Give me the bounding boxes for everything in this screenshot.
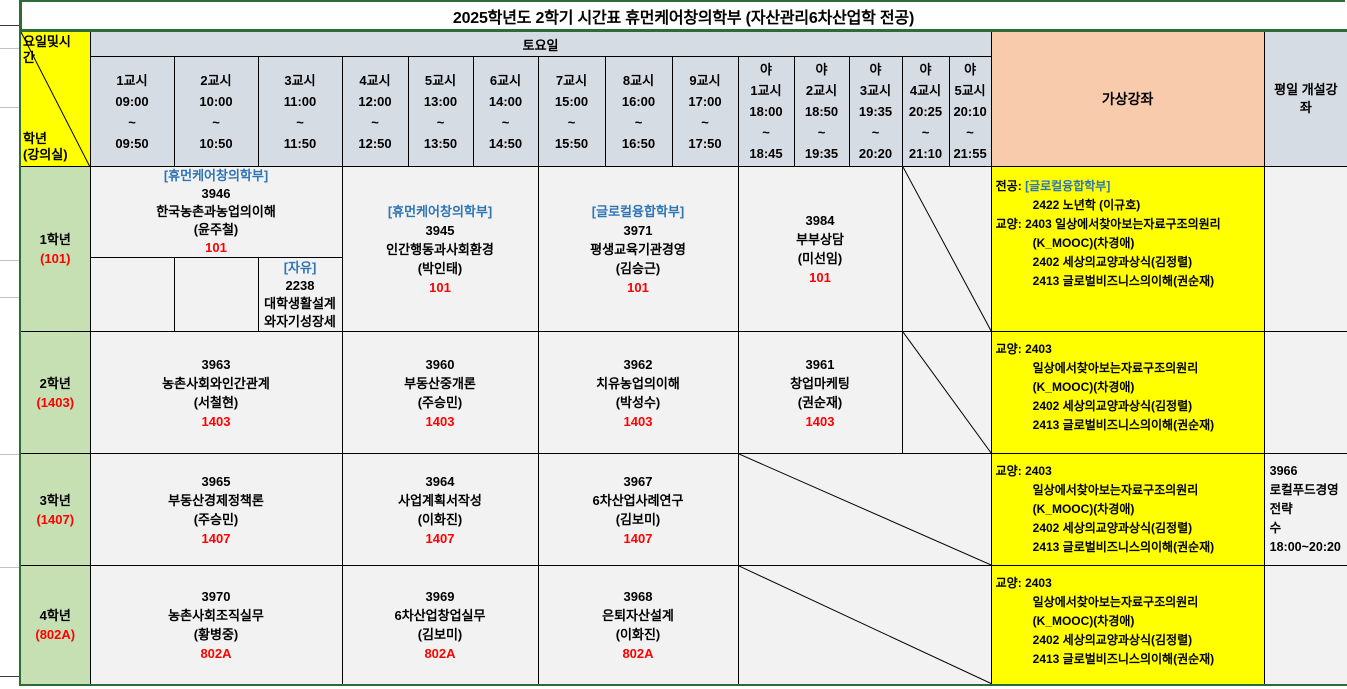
course-cell-3984[interactable]: 3984 부부상담 (미선임) 101 xyxy=(737,166,903,332)
course-cell-3971[interactable]: [글로컬융합학부] 3971 평생교육기관경영 (김승근) 101 xyxy=(537,166,739,332)
weekday-cell-row4-empty[interactable] xyxy=(1263,565,1347,685)
period-header-4[interactable]: 4교시 12:00 ~12:50 xyxy=(341,56,409,167)
empty-cell[interactable] xyxy=(89,257,175,332)
course-cell-3960[interactable]: 3960 부동산중개론 (주승민) 1403 xyxy=(341,331,539,454)
sheet: 2025학년도 2학기 시간표 휴먼케어창의학부 (자산관리6차산업학 전공) … xyxy=(19,0,1347,686)
margin-gridline xyxy=(0,107,19,108)
diagonal-empty-cell[interactable] xyxy=(901,166,992,332)
margin-gridline xyxy=(0,567,19,568)
virtual-lectures-cell-row2[interactable]: 교양: 2403 일상에서찾아보는자료구조의원리 (K_MOOC)(차경애) 2… xyxy=(990,331,1265,454)
night-period-header-1[interactable]: 야 1교시 18:00 ~18:45 xyxy=(737,56,795,167)
period-header-5[interactable]: 5교시 13:00 ~13:50 xyxy=(407,56,474,167)
course-cell-3964[interactable]: 3964 사업계획서작성 (이화진) 1407 xyxy=(341,453,539,566)
diagonal-empty-cell[interactable] xyxy=(737,565,992,685)
empty-cell[interactable] xyxy=(173,257,259,332)
course-cell-3965[interactable]: 3965 부동산경제정책론 (주승민) 1407 xyxy=(89,453,343,566)
timetable: 요일및시간 학년 (강의실) 토요일 가상강좌 평일 개설강좌 1교시 09:00 ~… xyxy=(19,29,1347,686)
period-header-9[interactable]: 9교시 17:00 ~17:50 xyxy=(671,56,739,167)
diagonal-line-icon xyxy=(739,566,991,684)
virtual-lectures-cell-row1[interactable]: 전공: [글로컬융합학부] 2422 노년학 (이규호) 교양: 2403 일상… xyxy=(990,166,1265,332)
virtual-lectures-cell-row4[interactable]: 교양: 2403 일상에서찾아보는자료구조의원리 (K_MOOC)(차경애) 2… xyxy=(990,565,1265,685)
night-period-header-3[interactable]: 야 3교시 19:35 ~20:20 xyxy=(848,56,903,167)
course-cell-3967[interactable]: 3967 6차산업사례연구 (김보미) 1407 xyxy=(537,453,739,566)
virtual-lectures-cell-row3[interactable]: 교양: 2403 일상에서찾아보는자료구조의원리 (K_MOOC)(차경애) 2… xyxy=(990,453,1265,566)
diagonal-empty-cell[interactable] xyxy=(737,453,992,566)
period-header-3[interactable]: 3교시 11:00 ~11:50 xyxy=(257,56,343,167)
grade-row-header-4[interactable]: 4학년 (802A) xyxy=(19,565,91,685)
night-period-header-4[interactable]: 야 4교시 20:25 ~21:10 xyxy=(901,56,950,167)
grade-row-header-2[interactable]: 2학년 (1403) xyxy=(19,331,91,454)
course-cell-3970[interactable]: 3970 농촌사회조직실무 (황병중) 802A xyxy=(89,565,343,685)
night-period-header-2[interactable]: 야 2교시 18:50 ~19:35 xyxy=(793,56,850,167)
virtual-lectures-header[interactable]: 가상강좌 xyxy=(990,30,1265,167)
period-header-6[interactable]: 6교시 14:00 ~14:50 xyxy=(472,56,539,167)
weekday-course-cell-3966[interactable]: 3966 로컬푸드경영전략 수 18:00~20:20 xyxy=(1263,453,1347,566)
course-cell-3962[interactable]: 3962 치유농업의이해 (박성수) 1403 xyxy=(537,331,739,454)
margin-gridline xyxy=(0,297,19,298)
course-cell-3945[interactable]: [휴먼케어창의학부] 3945 인간행동과사회환경 (박인태) 101 xyxy=(341,166,539,332)
diagonal-line-icon xyxy=(903,167,991,331)
course-cell-3969[interactable]: 3969 6차산업창업실무 (김보미) 802A xyxy=(341,565,539,685)
margin-gridline xyxy=(0,454,19,455)
weekday-cell-row1-empty[interactable] xyxy=(1263,166,1347,332)
corner-label-grade: 학년 (강의실) xyxy=(23,131,68,162)
sheet-title[interactable]: 2025학년도 2학기 시간표 휴먼케어창의학부 (자산관리6차산업학 전공) xyxy=(19,0,1345,29)
margin-gridline xyxy=(0,25,19,26)
course-cell-3946[interactable]: [휴먼케어창의학부] 3946 한국농촌과농업의이해 (윤주철) 101 xyxy=(89,166,343,258)
diagonal-line-icon xyxy=(739,454,991,565)
period-header-8[interactable]: 8교시 16:00 ~16:50 xyxy=(604,56,673,167)
margin-gridline xyxy=(0,48,19,49)
night-period-header-5[interactable]: 야 5교시 20:10 ~21:55 xyxy=(948,56,992,167)
diagonal-empty-cell[interactable] xyxy=(901,331,992,454)
period-header-7[interactable]: 7교시 15:00 ~15:50 xyxy=(537,56,606,167)
diagonal-line-icon xyxy=(903,332,991,453)
weekday-courses-header[interactable]: 평일 개설강좌 xyxy=(1263,30,1347,167)
course-cell-2238[interactable]: [자유] 2238 대학생활설계와자기성장세 xyxy=(257,257,343,332)
day-band-saturday[interactable]: 토요일 xyxy=(89,30,992,57)
margin-gridline xyxy=(0,260,19,261)
grade-row-header-1[interactable]: 1학년 (101) xyxy=(19,166,91,332)
course-cell-3961[interactable]: 3961 창업마케팅 (권순재) 1403 xyxy=(737,331,903,454)
period-header-2[interactable]: 2교시 10:00 ~10:50 xyxy=(173,56,259,167)
corner-cell[interactable]: 요일및시간 학년 (강의실) xyxy=(19,30,91,167)
grade-row-header-3[interactable]: 3학년 (1407) xyxy=(19,453,91,566)
corner-label-day-time: 요일및시간 xyxy=(23,34,71,65)
weekday-cell-row2-empty[interactable] xyxy=(1263,331,1347,454)
period-header-1[interactable]: 1교시 09:00 ~09:50 xyxy=(89,56,175,167)
course-cell-3963[interactable]: 3963 농촌사회와인간관계 (서철현) 1403 xyxy=(89,331,343,454)
margin-gridline xyxy=(0,676,19,677)
diagonal-line-icon xyxy=(21,32,90,166)
course-cell-3968[interactable]: 3968 은퇴자산설계 (이화진) 802A xyxy=(537,565,739,685)
